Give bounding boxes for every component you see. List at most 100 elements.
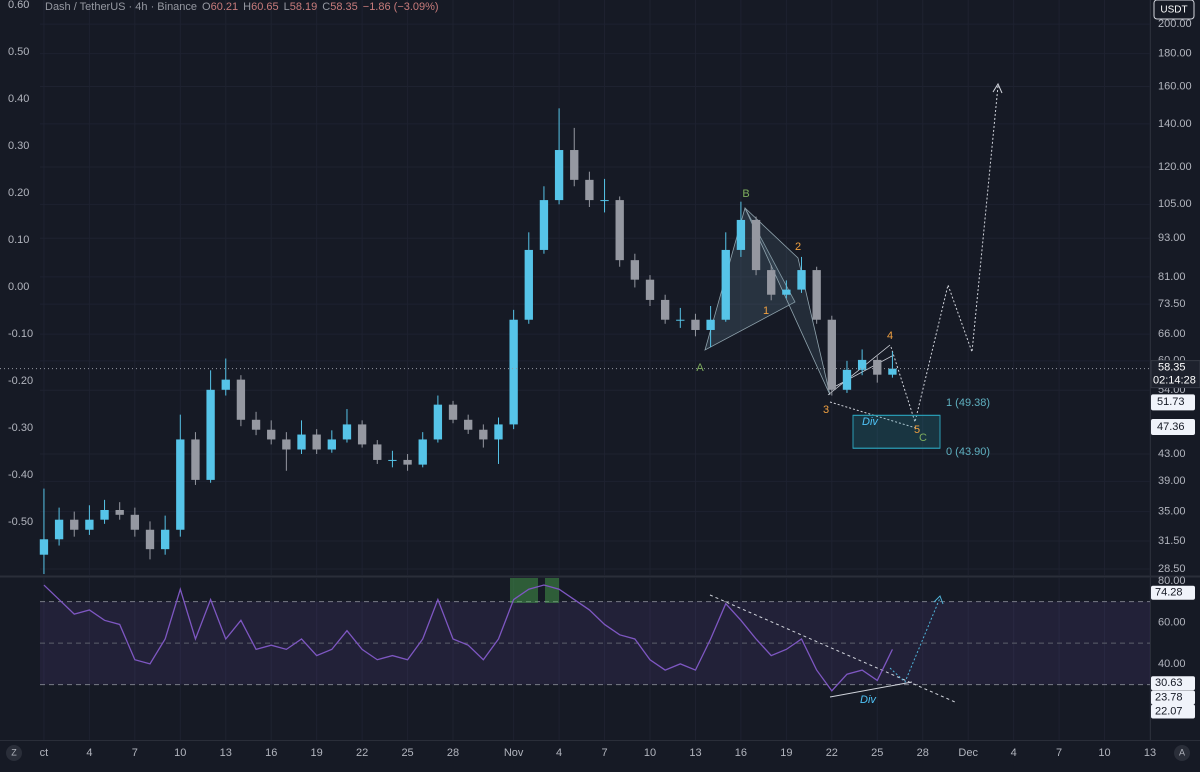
candle-body <box>251 419 261 430</box>
y2-tick-label: -0.50 <box>8 516 33 528</box>
ohlc-item: O60.21 <box>202 0 238 14</box>
candle-body <box>570 150 579 180</box>
y2-tick-label: 0.10 <box>8 234 29 246</box>
rsi-support <box>829 681 913 698</box>
x-tick-label: 25 <box>871 747 883 759</box>
candle-body <box>842 369 852 390</box>
candle-body <box>342 424 352 440</box>
countdown: 02:14:28 <box>1153 375 1196 387</box>
x-tick-label: Dec <box>958 747 978 759</box>
candle-body <box>676 319 685 321</box>
candle-body <box>206 389 215 480</box>
overbought-fill <box>545 578 559 603</box>
x-tick-label: 4 <box>556 747 562 759</box>
rsi-level-tag <box>1151 676 1195 691</box>
x-tick-label: 16 <box>735 747 747 759</box>
rsi-level-tag <box>1151 585 1195 600</box>
x-tick-label: 19 <box>311 747 323 759</box>
y-tick-label: 73.50 <box>1158 298 1186 310</box>
candle-body <box>160 529 170 550</box>
scale-button-text[interactable]: A <box>1179 747 1185 757</box>
rsi-line <box>43 584 894 692</box>
candle-body <box>191 439 200 480</box>
x-tick-label: 13 <box>689 747 701 759</box>
candle-body <box>767 270 776 295</box>
candle-body <box>464 419 473 430</box>
candle-body <box>812 270 821 320</box>
candle-body <box>130 514 140 530</box>
rsi-tick-label: 80.00 <box>1158 575 1186 587</box>
x-tick-label: 16 <box>265 747 277 759</box>
x-tick-label: 10 <box>174 747 186 759</box>
x-tick-label: 4 <box>1011 747 1017 759</box>
candle-body <box>236 379 246 420</box>
candle-body <box>751 219 761 271</box>
x-tick-label: 19 <box>780 747 792 759</box>
marks: 1 (49.38) 0 (43.90) <box>0 108 1150 692</box>
rsi-level-text: 23.78 <box>1155 691 1183 703</box>
scale-button[interactable] <box>6 745 22 761</box>
candle-body <box>524 249 533 320</box>
y-tick-label: 35.00 <box>1158 505 1186 517</box>
y2-tick-label: 0.20 <box>8 187 29 199</box>
candle-body <box>888 368 897 375</box>
x-tick-label: 10 <box>1098 747 1110 759</box>
candle-body <box>267 429 276 440</box>
y2-tick-label: -0.40 <box>8 469 33 481</box>
fib-box <box>852 414 941 449</box>
candle-body <box>312 434 321 450</box>
candle-body <box>827 319 836 390</box>
y-tick-label: 31.50 <box>1158 535 1186 547</box>
ohlc-value: 58.19 <box>289 1 318 13</box>
wave-line <box>827 344 891 396</box>
ohlc-value: 60.21 <box>210 1 239 13</box>
y2-tick-label: 0.60 <box>8 0 29 11</box>
y-tick-label: 43.00 <box>1158 448 1186 460</box>
ohlc-key: O <box>202 1 211 13</box>
rsi-level-tag <box>1151 704 1195 719</box>
candle-body <box>388 459 397 461</box>
candle-body <box>585 179 594 201</box>
symbol-title: Dash / TetherUS · 4h · Binance <box>45 1 198 13</box>
y-tick-label: 28.50 <box>1158 563 1186 575</box>
projection-path <box>890 85 999 424</box>
x-tick-label: 7 <box>132 747 138 759</box>
y2-tick-label: -0.10 <box>8 328 33 340</box>
candle-body <box>100 509 109 520</box>
candle-body <box>70 519 79 530</box>
rsi-tick-label: 60.00 <box>1158 616 1186 628</box>
y-tick-label: 180.00 <box>1158 47 1192 59</box>
wave-label: 2 <box>795 241 801 253</box>
candle-body <box>509 319 518 425</box>
ohlc-item: L58.19 <box>284 0 318 14</box>
currency-button[interactable] <box>1153 0 1195 20</box>
candle-body <box>539 200 549 250</box>
x-tick-label: 4 <box>86 747 92 759</box>
y2-tick-label: 0.30 <box>8 140 29 152</box>
candle-body <box>479 429 488 440</box>
last-price-text: 58.35 <box>1158 362 1186 374</box>
candle-body <box>373 444 382 460</box>
x-tick-label: Nov <box>504 747 524 759</box>
x-tick-label: 25 <box>401 747 413 759</box>
y-tick-label: 66.00 <box>1158 328 1186 340</box>
scale-button[interactable] <box>1174 745 1190 761</box>
price-tag <box>1151 419 1195 436</box>
price-tag-text: 51.73 <box>1157 396 1185 408</box>
x-tick-label: 22 <box>356 747 368 759</box>
rsi-level-text: 22.07 <box>1155 705 1183 717</box>
candle-body <box>630 260 640 280</box>
x-tick-label: 7 <box>601 747 607 759</box>
ohlc-key: L <box>283 1 290 13</box>
ohlc-item: C58.35 <box>322 0 357 14</box>
ohlc-key: C <box>322 1 331 13</box>
x-tick-label: 28 <box>917 747 929 759</box>
y2-tick-label: 0.50 <box>8 46 29 58</box>
candle-body <box>297 434 306 450</box>
rsi-level-text: 30.63 <box>1155 677 1183 689</box>
candle-body <box>857 359 867 370</box>
candle-body <box>721 249 730 320</box>
projection-arrow <box>992 82 1003 94</box>
scale-button-text[interactable]: Z <box>11 747 17 757</box>
candle-body <box>494 424 503 440</box>
